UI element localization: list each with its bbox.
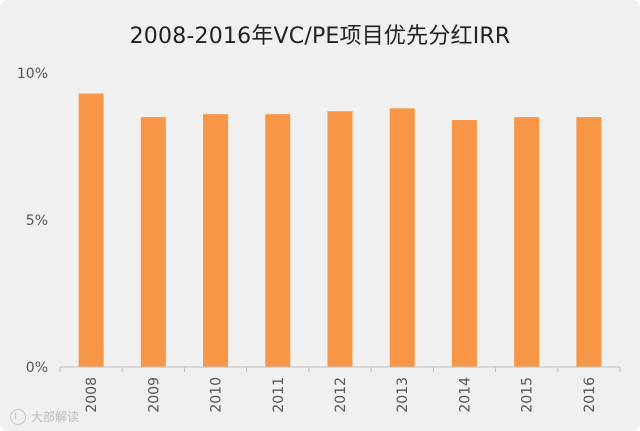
x-tick-label: 2008 <box>84 377 100 413</box>
bars-group <box>78 93 602 367</box>
x-tick-label: 2015 <box>520 377 536 413</box>
y-tick-label: 10% <box>17 66 48 82</box>
bar-2008 <box>78 93 104 367</box>
y-tick-label: 0% <box>26 360 48 376</box>
bar-2009 <box>140 117 166 367</box>
bar-2014 <box>451 120 477 367</box>
watermark-text: 大部解读 <box>31 410 80 424</box>
bar-2010 <box>203 114 229 367</box>
chart-title: 2008-2016年VC/PE项目优先分红IRR <box>129 24 511 49</box>
bar-2012 <box>327 111 353 367</box>
bar-2016 <box>576 117 602 367</box>
bar-2013 <box>389 108 415 367</box>
bar-2015 <box>514 117 540 367</box>
x-tick-label: 2009 <box>146 377 162 413</box>
x-tick-label: 2014 <box>457 377 473 413</box>
x-tick-label: 2011 <box>271 377 287 413</box>
watermark: 大部解读 <box>10 408 79 425</box>
x-tick-label: 2013 <box>395 377 411 413</box>
bar-2011 <box>265 114 291 367</box>
weibo-icon <box>10 408 26 425</box>
x-tick-label: 2012 <box>333 377 349 413</box>
y-tick-label: 5% <box>26 213 48 229</box>
x-tick-label: 2016 <box>582 377 598 413</box>
y-axis-ticks: 0% 5% 10% <box>17 66 48 376</box>
x-tick-label: 2010 <box>209 377 225 413</box>
x-axis-ticks: 2008 2009 2010 2011 2012 2013 2014 2015 2016 <box>59 367 621 413</box>
